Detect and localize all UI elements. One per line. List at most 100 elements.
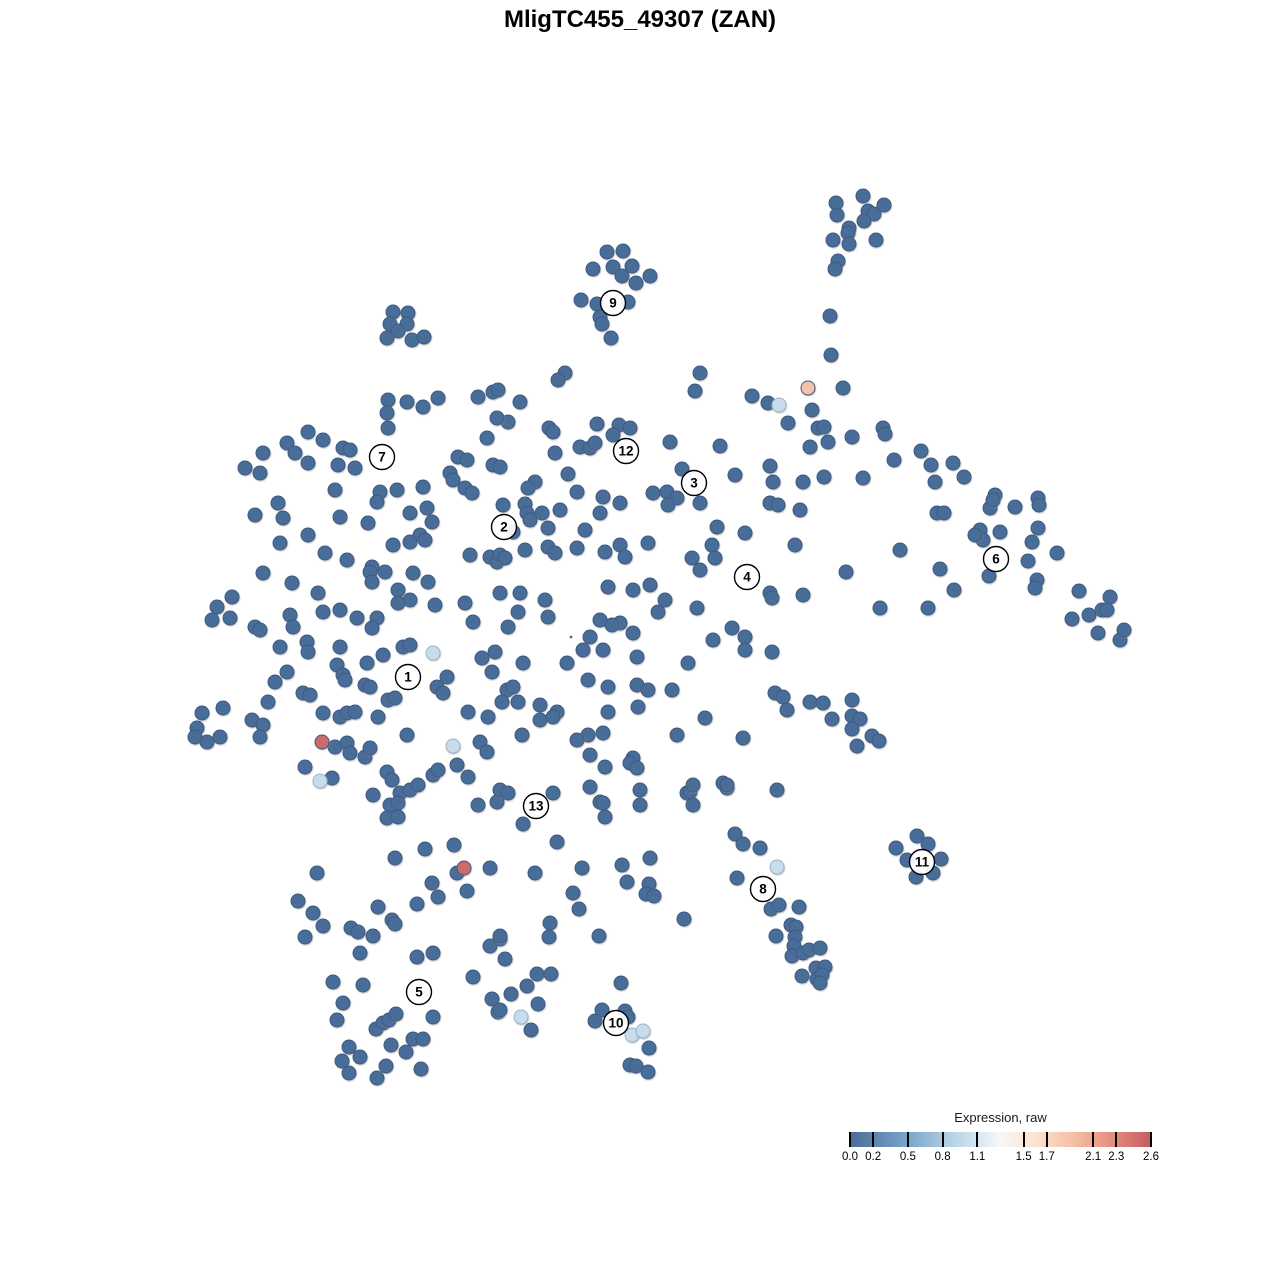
data-point: [825, 232, 841, 248]
data-point: [779, 702, 795, 718]
data-point: [385, 537, 401, 553]
data-point: [474, 650, 490, 666]
data-point: [956, 469, 972, 485]
data-point: [684, 550, 700, 566]
data-point: [300, 424, 316, 440]
data-point: [379, 405, 395, 421]
data-point: [770, 497, 786, 513]
data-point: [868, 232, 884, 248]
data-point: [946, 582, 962, 598]
data-point: [692, 495, 708, 511]
data-point: [360, 515, 376, 531]
data-point: [913, 443, 929, 459]
data-point: [315, 705, 331, 721]
data-point: [597, 544, 613, 560]
cluster-label-6: 6: [982, 545, 1010, 573]
data-point: [204, 612, 220, 628]
legend-tick: [906, 1132, 909, 1147]
scatter-points: [187, 188, 1132, 1086]
data-point: [729, 870, 745, 886]
data-point: [816, 469, 832, 485]
data-point: [582, 779, 598, 795]
legend-tick-label: 2.1: [1085, 1151, 1102, 1163]
data-point: [549, 834, 565, 850]
data-point: [419, 500, 435, 516]
data-point: [500, 619, 516, 635]
data-point: [697, 710, 713, 726]
data-point: [512, 585, 528, 601]
svg-text:6: 6: [992, 552, 1000, 567]
data-point: [1049, 545, 1065, 561]
data-point: [309, 865, 325, 881]
data-point: [224, 589, 240, 605]
data-point: [417, 532, 433, 548]
data-point: [909, 828, 925, 844]
data-point: [1071, 583, 1087, 599]
data-point: [399, 394, 415, 410]
data-point: [680, 655, 696, 671]
data-point: [252, 465, 268, 481]
data-point: [540, 520, 556, 536]
data-point: [415, 479, 431, 495]
data-point: [302, 687, 318, 703]
data-point: [337, 672, 353, 688]
data-point: [335, 995, 351, 1011]
data-point: [347, 460, 363, 476]
data-point: [597, 759, 613, 775]
data-point: [800, 380, 816, 396]
data-point: [405, 565, 421, 581]
data-point: [315, 604, 331, 620]
data-point: [532, 697, 548, 713]
cluster-label-2: 2: [490, 513, 518, 541]
data-point: [490, 382, 506, 398]
data-point: [1102, 589, 1118, 605]
data-point: [369, 1070, 385, 1086]
data-point: [330, 457, 346, 473]
data-point: [260, 694, 276, 710]
data-point: [359, 655, 375, 671]
data-point: [920, 600, 936, 616]
data-point: [424, 514, 440, 530]
data-point: [605, 259, 621, 275]
data-point: [877, 426, 893, 442]
cluster-label-11: 11: [908, 848, 936, 876]
data-point: [640, 535, 656, 551]
data-point: [339, 552, 355, 568]
legend-tick: [1115, 1132, 1118, 1147]
data-point: [933, 851, 949, 867]
data-point: [632, 797, 648, 813]
data-point: [379, 330, 395, 346]
data-point: [719, 777, 735, 793]
cluster-label-1: 1: [394, 663, 422, 691]
data-point: [923, 457, 939, 473]
data-point: [513, 1009, 529, 1025]
legend-tick: [976, 1132, 979, 1147]
data-point: [369, 494, 385, 510]
data-point: [497, 550, 513, 566]
cluster-label-7: 7: [368, 443, 396, 471]
data-point: [415, 399, 431, 415]
data-point: [1027, 580, 1043, 596]
data-point: [787, 537, 803, 553]
data-point: [424, 875, 440, 891]
data-point: [430, 889, 446, 905]
svg-text:12: 12: [618, 444, 633, 459]
legend-tick: [1092, 1132, 1095, 1147]
data-point: [542, 915, 558, 931]
data-point: [310, 585, 326, 601]
data-point: [849, 738, 865, 754]
data-point: [692, 365, 708, 381]
data-point: [594, 316, 610, 332]
data-point: [522, 512, 538, 528]
data-point: [669, 727, 685, 743]
legend-tick-label: 1.5: [1015, 1151, 1032, 1163]
data-point: [707, 550, 723, 566]
cluster-label-12: 12: [612, 437, 640, 465]
data-point: [856, 213, 872, 229]
data-point: [780, 415, 796, 431]
data-point: [402, 534, 418, 550]
data-point: [599, 244, 615, 260]
data-point: [712, 438, 728, 454]
data-point: [628, 275, 644, 291]
